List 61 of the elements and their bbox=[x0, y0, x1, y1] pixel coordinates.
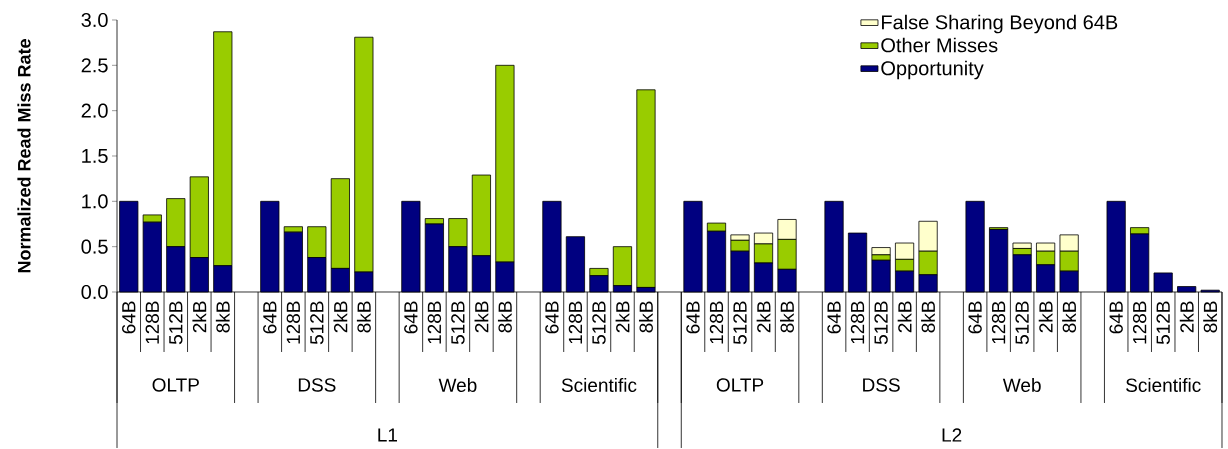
legend-label: Opportunity bbox=[881, 60, 984, 80]
x-tick-label: 64B bbox=[686, 301, 700, 334]
x-tick-label: 128B bbox=[850, 301, 865, 344]
text: Scientific bbox=[561, 378, 637, 392]
x-tick-label: 128B bbox=[427, 301, 442, 344]
x-tick-label: 64B bbox=[404, 301, 418, 334]
x-tick-label: 2kB bbox=[474, 301, 489, 333]
text: DSS bbox=[863, 378, 900, 392]
x-tick-label: 2kB bbox=[615, 301, 630, 333]
x-tick-label: 128B bbox=[1132, 301, 1147, 344]
x-tick-label: 64B bbox=[263, 301, 277, 334]
x-tick-label: 128B bbox=[991, 301, 1006, 344]
y-tick-label: 2.0 bbox=[81, 103, 108, 118]
y-tick-label: 2.5 bbox=[81, 58, 108, 73]
y-axis-title: Normalized Read Miss Rate bbox=[17, 39, 31, 273]
x-tick-label: 512B bbox=[169, 301, 183, 345]
text: Scientific bbox=[1126, 378, 1201, 392]
text: OLTP bbox=[716, 378, 764, 392]
x-tick-label: 64B bbox=[122, 301, 136, 334]
x-tick-label: 8kB bbox=[356, 301, 371, 333]
x-tick-label: 128B bbox=[145, 301, 160, 344]
y-tick-label: 1.5 bbox=[82, 149, 108, 163]
y-tick-label: 1.0 bbox=[82, 194, 108, 209]
x-tick-label: 512B bbox=[874, 301, 888, 345]
legend-label: False Sharing Beyond 64B bbox=[882, 14, 1118, 34]
x-tick-label: 8kB bbox=[215, 301, 230, 333]
y-tick-label: 0.0 bbox=[81, 284, 108, 300]
text: OLTP bbox=[152, 378, 199, 392]
x-tick-label: 8kB bbox=[638, 301, 653, 333]
x-tick-label: 512B bbox=[451, 301, 465, 345]
x-tick-label: 512B bbox=[1015, 301, 1029, 345]
x-tick-label: 8kB bbox=[1203, 301, 1218, 333]
x-tick-label: 512B bbox=[1156, 301, 1170, 345]
x-tick-label: 64B bbox=[968, 301, 982, 334]
text: Web bbox=[1002, 378, 1041, 392]
x-tick-label: 512B bbox=[733, 301, 747, 345]
y-tick-label: 0.5 bbox=[81, 239, 108, 254]
x-tick-label: 512B bbox=[592, 301, 606, 345]
x-tick-label: 2kB bbox=[1179, 301, 1194, 333]
text: Web bbox=[438, 378, 477, 392]
x-tick-label: 64B bbox=[1109, 301, 1123, 334]
x-tick-label: 8kB bbox=[1062, 301, 1077, 333]
x-tick-label: 8kB bbox=[921, 301, 936, 333]
x-tick-label: 128B bbox=[286, 301, 301, 344]
x-tick-label: 2kB bbox=[192, 301, 207, 333]
x-tick-label: 2kB bbox=[756, 301, 771, 333]
x-tick-label: 8kB bbox=[497, 301, 512, 333]
y-tick-label: 3.0 bbox=[81, 12, 108, 28]
x-tick-label: 64B bbox=[827, 301, 841, 334]
legend-label: Other Misses bbox=[881, 37, 998, 53]
x-tick-label: 2kB bbox=[1038, 301, 1053, 333]
x-tick-label: 512B bbox=[310, 301, 324, 345]
text: L1 bbox=[378, 428, 398, 442]
x-tick-label: 8kB bbox=[780, 301, 794, 333]
x-tick-label: 128B bbox=[568, 301, 583, 344]
x-tick-label: 64B bbox=[545, 301, 559, 334]
text: L2 bbox=[942, 428, 962, 442]
x-tick-label: 2kB bbox=[897, 301, 912, 333]
x-tick-label: 128B bbox=[709, 301, 724, 344]
x-tick-label: 2kB bbox=[333, 301, 348, 333]
text: DSS bbox=[298, 378, 336, 392]
